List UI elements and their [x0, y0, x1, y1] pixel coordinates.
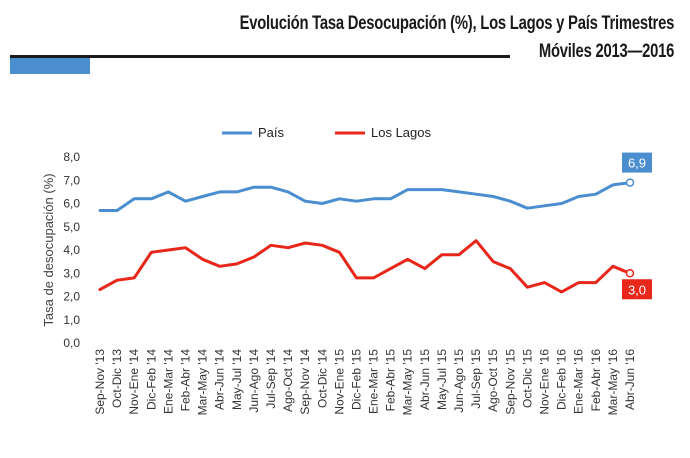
- x-tick-label: Sep-Nov '14: [298, 349, 312, 415]
- x-tick-label: Jul-Sep '15: [469, 349, 483, 409]
- series-end-marker: [625, 178, 635, 187]
- series-line-los-lagos: [98, 239, 632, 294]
- x-tick-label: Jun-Ago '14: [247, 349, 261, 413]
- x-tick-label: Nov-Ene '15: [332, 349, 346, 415]
- x-tick-label: Dic-Feb '16: [555, 349, 569, 410]
- x-tick-label: Mar-May '16: [606, 349, 620, 416]
- y-tick-label: 8,0: [63, 150, 80, 164]
- x-tick-label: Nov-Ene '14: [127, 349, 141, 415]
- x-tick-label: Dic-Feb '15: [349, 349, 363, 410]
- x-tick-label: Feb-Abr '15: [384, 349, 398, 412]
- x-tick-label: Feb-Abr '16: [589, 349, 603, 412]
- series-end-marker: [625, 269, 635, 278]
- x-tick-label: Feb-Abr '14: [178, 349, 192, 412]
- chart-title-line-1: Evolución Tasa Desocupación (%), Los Lag…: [239, 13, 674, 34]
- y-tick-label: 5,0: [63, 220, 80, 234]
- series-line-pais: [98, 181, 632, 212]
- x-tick-label: Ene-Mar '15: [367, 349, 381, 414]
- x-tick-label: Sep-Nov '13: [93, 349, 107, 415]
- x-tick-labels: Sep-Nov '13 Oct-Dic '13 Nov-Ene '14 Dic-Feb…: [93, 349, 637, 416]
- x-tick-label: Oct-Dic '15: [520, 349, 534, 408]
- x-tick-label: Mar-May '15: [401, 349, 415, 416]
- x-tick-label: Mar-May '14: [196, 349, 210, 416]
- end-label-badge: [622, 152, 652, 173]
- x-tick-label: Ago-Oct '15: [486, 349, 500, 412]
- x-tick-label: May-Jul '15: [435, 349, 449, 410]
- y-axis-label-group: Tasa de desocupación (%): [41, 173, 56, 326]
- x-tick-label: Abr-Jun '16: [623, 349, 637, 410]
- y-tick-label: 4,0: [63, 243, 80, 257]
- y-axis-title: Tasa de desocupación (%): [41, 173, 56, 326]
- y-tick-label: 2,0: [63, 290, 80, 304]
- legend-label: País: [258, 125, 285, 140]
- x-tick-label: Oct-Dic '14: [315, 349, 329, 408]
- y-tick-label: 0,0: [63, 336, 80, 350]
- title-rule: [10, 55, 510, 58]
- y-tick-label: 1,0: [63, 313, 80, 327]
- end-label-text: 3,0: [628, 282, 646, 297]
- x-tick-label: Jun-Ago '15: [452, 349, 466, 413]
- x-tick-label: Ene-Mar '16: [572, 349, 586, 414]
- x-tick-label: Nov-Ene '16: [538, 349, 552, 415]
- x-tick-label: Jul-Sep '14: [264, 349, 278, 409]
- x-tick-label: Abr-Jun '15: [418, 349, 432, 410]
- legend: País Los Lagos: [222, 125, 431, 140]
- x-tick-label: Oct-Dic '13: [110, 349, 124, 408]
- legend-label: Los Lagos: [371, 125, 431, 140]
- x-tick-label: May-Jul '14: [230, 349, 244, 410]
- y-tick-label: 3,0: [63, 266, 80, 280]
- x-tick-label: Ago-Oct '14: [281, 349, 295, 412]
- y-tick-label: 7,0: [63, 173, 80, 187]
- x-tick-label: Abr-Jun '14: [213, 349, 227, 410]
- chart-title: Evolución Tasa Desocupación (%), Los Lag…: [117, 10, 674, 66]
- x-tick-label: Sep-Nov '15: [503, 349, 517, 415]
- end-label-badge: [622, 279, 652, 300]
- y-tick-labels: 0,0 1,0 2,0 3,0 4,0 5,0 6,0 7,0 8,0: [63, 150, 80, 350]
- x-tick-label: Ene-Mar '14: [161, 349, 175, 414]
- end-labels: 6,9 3,0: [622, 152, 652, 300]
- end-label-text: 6,9: [628, 156, 646, 171]
- accent-bar: [10, 58, 90, 74]
- chart-title-line-2: Móviles 2013—2016: [538, 41, 674, 62]
- x-tick-label: Dic-Feb '14: [144, 349, 158, 410]
- series-lines: [98, 178, 635, 294]
- y-tick-label: 6,0: [63, 197, 80, 211]
